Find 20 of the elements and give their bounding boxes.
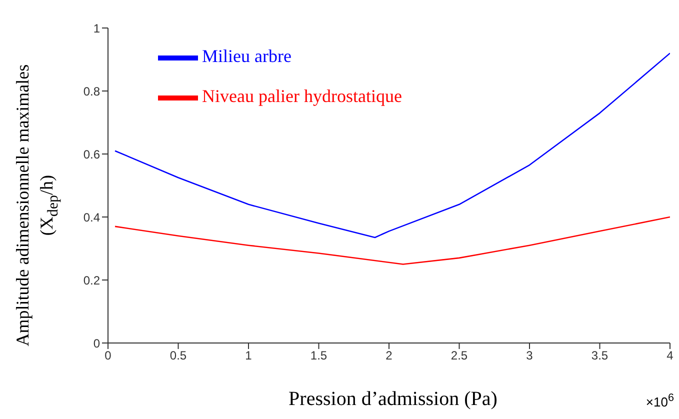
x-tick-label: 3 <box>526 348 534 363</box>
x-tick-label: 2 <box>386 348 393 363</box>
y-tick-label: 0 <box>93 336 100 350</box>
x-tick-label: 0 <box>104 348 112 363</box>
line-series <box>114 216 670 265</box>
x-tick-label: 1.5 <box>310 348 328 363</box>
legend-label: Milieu arbre <box>202 46 292 66</box>
y-tick-label: 0.8 <box>83 84 100 98</box>
y-tick-label: 0.2 <box>83 273 100 288</box>
x-tick-label: 3.5 <box>591 348 608 363</box>
y-tick-label: 0.4 <box>83 210 100 224</box>
y-tick-label: 0.6 <box>83 147 100 162</box>
x-tick-label: 2.5 <box>450 348 468 363</box>
legend-label: Niveau palier hydrostatique <box>202 86 402 106</box>
x-tick-label: 4 <box>666 348 674 363</box>
text: ×10$^{6}$ <box>646 392 674 409</box>
x-tick-label: 0.5 <box>170 348 187 363</box>
x-axis-title: Pression d’admission (Pa) <box>288 388 498 410</box>
x-tick-label: 1 <box>245 348 252 363</box>
y-tick-label: 1 <box>93 21 100 36</box>
